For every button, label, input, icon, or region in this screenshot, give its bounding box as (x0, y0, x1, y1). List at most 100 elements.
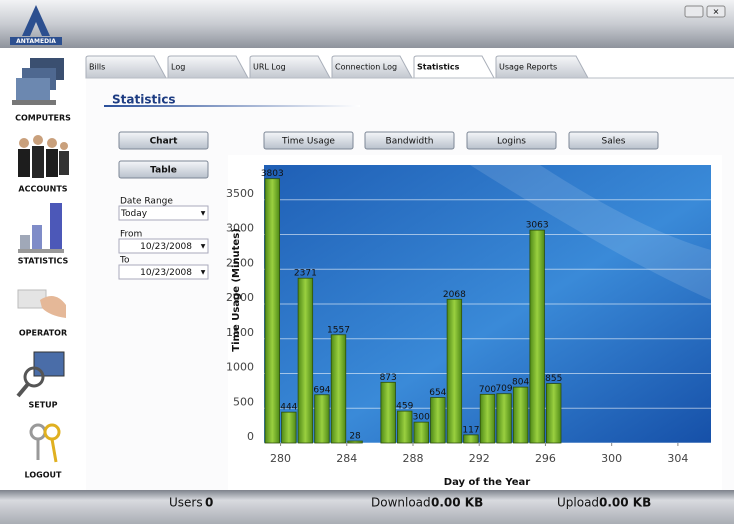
button[interactable] (263, 131, 354, 150)
tab-label[interactable]: Log (171, 63, 185, 72)
sidebar-label[interactable]: OPERATOR (19, 329, 67, 338)
y-tick-label: 500 (233, 395, 254, 408)
data-label: 2068 (443, 290, 466, 300)
button[interactable] (466, 131, 557, 150)
to-value: 10/23/2008 (140, 268, 192, 278)
tab-label[interactable]: Statistics (417, 63, 460, 72)
operator-icon[interactable] (17, 289, 66, 318)
tab-label[interactable]: Connection Log (335, 63, 397, 72)
bar (297, 277, 314, 444)
button[interactable] (364, 131, 455, 150)
bar (314, 394, 330, 444)
date-range-select[interactable] (118, 205, 209, 221)
button-label[interactable]: Sales (602, 137, 626, 147)
data-label: 709 (495, 384, 512, 394)
from-label: From (120, 230, 142, 240)
upload-label: Upload (557, 496, 599, 510)
bar (380, 381, 396, 444)
logo-band (10, 37, 62, 45)
x-tick-label: 300 (601, 452, 622, 465)
bar (512, 386, 529, 444)
logo-mark (22, 5, 50, 36)
bar (546, 383, 562, 444)
bar (463, 434, 479, 444)
sidebar-label[interactable]: ACCOUNTS (18, 185, 67, 194)
logo-text: ANTAMEDIA (16, 38, 56, 45)
to-label: To (119, 256, 130, 266)
x-tick-label: 280 (270, 452, 291, 465)
bar (446, 298, 463, 444)
x-axis-title: Day of the Year (444, 477, 530, 488)
download-value: 0.00 KB (431, 496, 483, 510)
x-tick-label: 288 (403, 452, 424, 465)
sidebar-label[interactable]: SETUP (28, 401, 57, 410)
data-label: 855 (545, 374, 562, 384)
data-label: 300 (413, 413, 430, 423)
statistics-icon[interactable] (18, 203, 64, 253)
data-label: 117 (462, 425, 479, 435)
close-glyph: ✕ (713, 8, 720, 17)
button-label[interactable]: Table (150, 166, 177, 176)
x-tick-label: 292 (469, 452, 490, 465)
close-button[interactable] (706, 5, 726, 18)
tab-label[interactable]: Usage Reports (499, 63, 557, 72)
button-label[interactable]: Bandwidth (386, 137, 434, 147)
tab[interactable] (167, 55, 249, 79)
dropdown-arrow: ▼ (201, 269, 206, 276)
x-tick-label: 284 (336, 452, 357, 465)
button[interactable] (118, 160, 209, 179)
accounts-icon[interactable] (18, 135, 69, 178)
bar (347, 440, 363, 444)
y-axis-title: Time Usage (Minutes) (231, 228, 242, 351)
from-date[interactable] (118, 238, 209, 254)
setup-icon[interactable] (16, 351, 65, 398)
button[interactable] (118, 131, 209, 150)
y-tick-label: 2000 (226, 291, 254, 304)
download-label: Download (371, 496, 431, 510)
bar (264, 178, 280, 444)
logout-icon[interactable] (29, 423, 61, 463)
sidebar-label[interactable]: STATISTICS (18, 257, 69, 266)
data-label: 459 (396, 402, 413, 412)
button-label[interactable]: Time Usage (281, 137, 335, 147)
bar (496, 393, 512, 444)
data-label: 700 (479, 385, 496, 395)
sidebar-label[interactable]: LOGOUT (25, 471, 62, 480)
tab-label[interactable]: URL Log (253, 63, 286, 72)
bar (330, 334, 347, 444)
x-tick-label: 296 (535, 452, 556, 465)
data-label: 1557 (327, 325, 350, 335)
tab[interactable] (249, 55, 331, 79)
tab[interactable] (413, 55, 495, 79)
tab[interactable] (331, 55, 413, 79)
users-label: Users (169, 496, 203, 510)
data-label: 3063 (526, 221, 549, 231)
button-label[interactable]: Logins (497, 137, 526, 147)
data-label: 3803 (261, 169, 284, 179)
status-bar (0, 490, 734, 524)
from-value: 10/23/2008 (140, 242, 192, 252)
users-value: 0 (205, 496, 213, 510)
to-date[interactable] (118, 264, 209, 280)
dropdown-arrow: ▼ (201, 210, 206, 217)
y-tick-label: 1500 (226, 326, 254, 339)
data-label: 873 (380, 373, 397, 383)
sidebar-label[interactable]: COMPUTERS (15, 114, 71, 123)
bar (529, 229, 545, 444)
minimize-button[interactable] (684, 5, 704, 18)
data-label: 2371 (294, 269, 317, 279)
tab[interactable] (85, 55, 167, 79)
bar (479, 393, 496, 444)
bar (281, 411, 297, 444)
data-label: 694 (313, 385, 330, 395)
title-underline (104, 105, 360, 107)
tab[interactable] (495, 55, 589, 79)
computers-icon[interactable] (12, 58, 64, 105)
button-label[interactable]: Chart (150, 137, 179, 147)
data-label: 654 (429, 388, 446, 398)
y-tick-label: 2500 (226, 256, 254, 269)
tab-label[interactable]: Bills (89, 63, 105, 72)
button[interactable] (568, 131, 659, 150)
upload-value: 0.00 KB (599, 496, 651, 510)
